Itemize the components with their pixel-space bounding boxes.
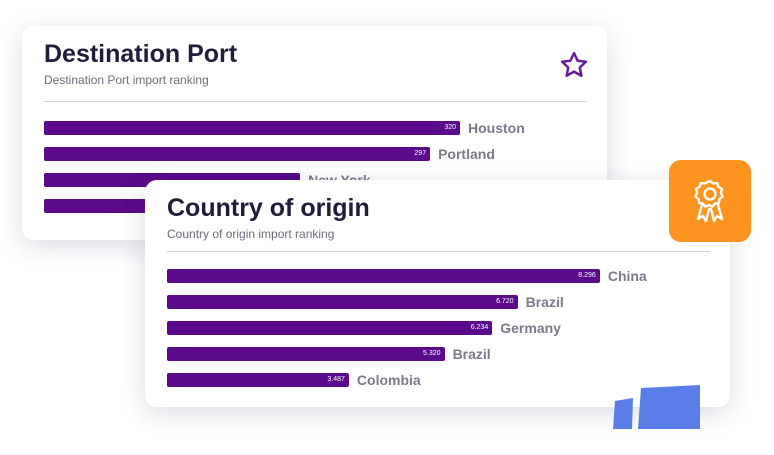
bar: 3.487 xyxy=(167,373,349,387)
category-label: Colombia xyxy=(356,372,421,388)
bar-value-label: 6.234 xyxy=(470,324,489,331)
bar: 6.234 xyxy=(167,321,493,335)
deco-shape-small xyxy=(613,398,633,429)
category-label: Houston xyxy=(468,120,525,136)
country-of-origin-card: Country of origin Country of origin impo… xyxy=(145,180,730,407)
bar-value-label: 297 xyxy=(414,150,427,157)
star-shape xyxy=(560,51,588,77)
decorative-shapes xyxy=(613,385,700,429)
bar-value-label: 5.320 xyxy=(423,350,441,357)
category-label: China xyxy=(607,268,647,284)
bar-value-label: 6.720 xyxy=(496,298,514,305)
award-badge xyxy=(669,160,751,242)
chart-title: Destination Port xyxy=(44,40,238,68)
chart-title: Country of origin xyxy=(167,194,370,222)
bar: 297 xyxy=(44,147,431,161)
category-label: Germany xyxy=(500,320,561,336)
award-ribbon-icon xyxy=(694,179,724,223)
bar-value-label: 320 xyxy=(444,124,456,131)
bar-value-label: 3.487 xyxy=(327,376,345,383)
category-label: Brazil xyxy=(525,294,564,310)
chart-subtitle: Country of origin import ranking xyxy=(167,227,335,241)
deco-shape-large xyxy=(638,385,700,429)
destination-port-card: Destination Port Destination Port import… xyxy=(22,26,607,240)
category-label: Portland xyxy=(438,146,495,162)
chart-subtitle: Destination Port import ranking xyxy=(44,73,209,87)
bar: 8.296 xyxy=(167,269,600,283)
star-icon[interactable] xyxy=(559,50,589,80)
category-label: Brazil xyxy=(452,346,491,362)
divider xyxy=(167,251,710,252)
bar: 5.320 xyxy=(167,347,445,361)
bar: 6.720 xyxy=(167,295,518,309)
country-of-origin-bars: 8.296 China 6.720 Brazil 6.234 Germany 5.320 Br… xyxy=(167,180,727,407)
bar-value-label: 8.296 xyxy=(578,272,596,279)
divider xyxy=(44,101,587,102)
bar: 320 xyxy=(44,121,460,135)
